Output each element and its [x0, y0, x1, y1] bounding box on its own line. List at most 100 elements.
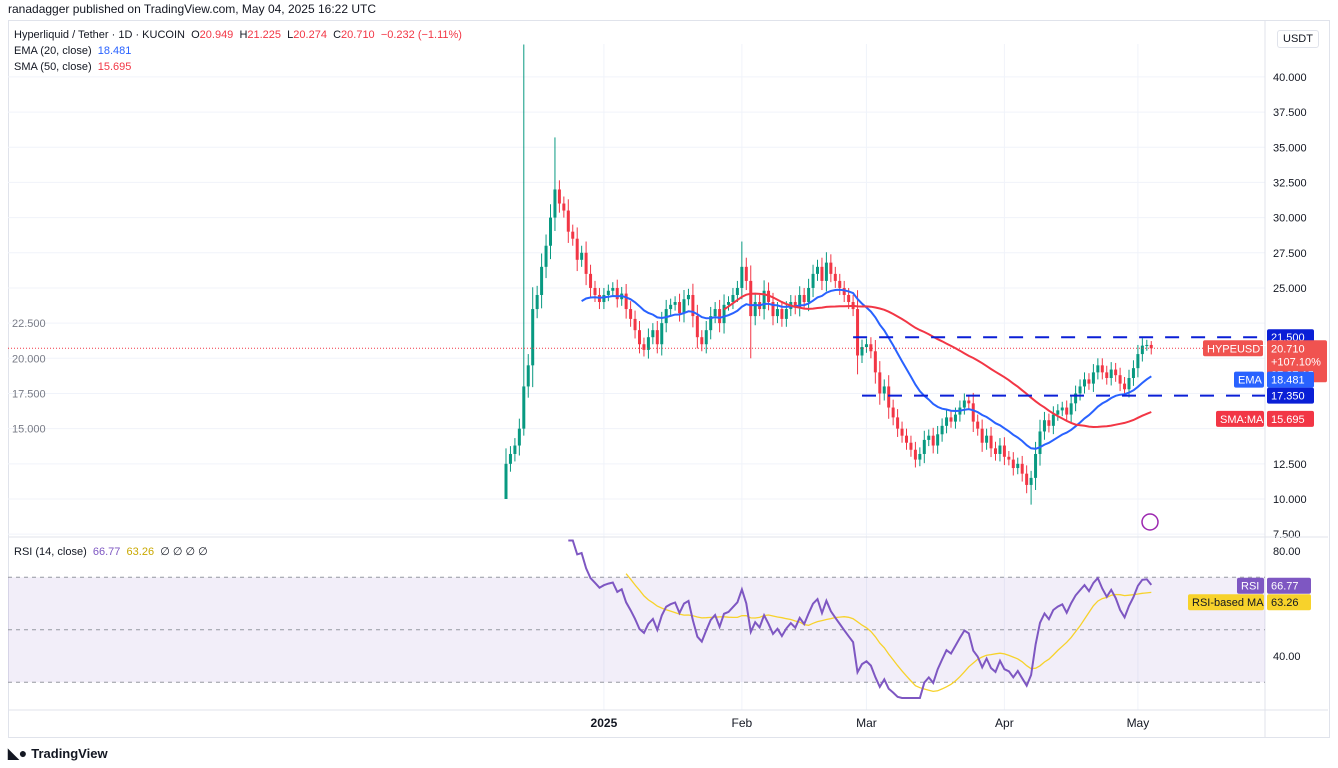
candle-body	[940, 425, 944, 435]
support-tag: 17.350	[1267, 387, 1314, 404]
candle-body	[882, 386, 886, 394]
candle-body	[638, 330, 641, 345]
brand-name: TradingView	[31, 746, 108, 761]
candle-body	[824, 262, 828, 281]
candle-body	[535, 294, 539, 310]
time-tick-label: Mar	[856, 716, 877, 730]
candle-body	[526, 365, 530, 387]
last-price-line-1: +107.10%	[1271, 356, 1321, 368]
candle-body	[695, 316, 699, 338]
ema-price-tag-bg	[1267, 371, 1314, 388]
candle-body	[762, 290, 766, 310]
price-tick-label: 10.000	[1273, 494, 1307, 506]
candle-body	[522, 386, 526, 429]
candle-body	[784, 309, 788, 319]
price-tick-label: 17.500	[12, 388, 46, 400]
candle-body	[887, 386, 891, 408]
candle-body	[1029, 477, 1033, 485]
ema-label: EMA (20, close)	[14, 45, 92, 57]
candle-body	[1123, 383, 1127, 390]
candle-body	[651, 330, 655, 338]
candle-body	[1096, 365, 1100, 373]
candle-body	[727, 302, 730, 305]
candle-body	[571, 231, 575, 239]
candle-body	[1011, 459, 1015, 469]
candle-body	[718, 309, 722, 324]
candle-body	[1145, 344, 1149, 346]
open-label: O	[191, 29, 200, 41]
price-tick-label: 27.500	[1273, 248, 1307, 260]
tradingview-logo[interactable]: ◣● TradingView	[8, 745, 108, 762]
candle-body	[1069, 403, 1073, 415]
rsi-ma-name-tag: RSI-based MA	[1188, 594, 1264, 611]
symbol-tag: HYPEUSDT	[1203, 340, 1267, 357]
sma-label: SMA (50, close)	[14, 61, 92, 73]
candle-body	[709, 316, 713, 331]
candle-body	[713, 309, 717, 317]
rsi-name-tag-bg	[1237, 577, 1264, 594]
candle-body	[945, 417, 949, 426]
symbol-title: Hyperliquid / Tether · 1D · KUCOIN	[14, 29, 185, 41]
candle-body	[589, 273, 593, 288]
ema-price-tag-text: 18.481	[1271, 375, 1305, 387]
candle-body	[1131, 368, 1135, 378]
candle-body	[646, 337, 650, 350]
ema-legend[interactable]: EMA (20, close) 18.481	[14, 45, 131, 57]
candle-body	[1100, 365, 1104, 373]
candle-body	[900, 428, 904, 436]
candle-body	[1078, 386, 1082, 394]
high-label: H	[239, 29, 248, 41]
candle-body	[566, 210, 570, 232]
rsi-label: RSI (14, close)	[14, 546, 87, 558]
candle-body	[513, 445, 517, 454]
time-tick-label: May	[1127, 716, 1150, 730]
candle-body	[633, 318, 637, 331]
rsi-ma-name-tag-bg	[1188, 594, 1264, 611]
candle-body	[980, 428, 984, 443]
sma-price-tag-text: 15.695	[1271, 414, 1305, 426]
candle-body	[807, 287, 811, 303]
candle-body	[562, 203, 566, 211]
candle-body	[1065, 407, 1069, 415]
candle-body	[802, 294, 806, 303]
candle-body	[1105, 372, 1109, 378]
candle-body	[878, 372, 882, 394]
candle-body	[771, 302, 775, 317]
candle-body	[1127, 377, 1131, 390]
symbol-legend: Hyperliquid / Tether · 1D · KUCOIN O20.9…	[14, 29, 462, 41]
rsi-legend[interactable]: RSI (14, close) 66.77 63.26 ∅ ∅ ∅ ∅	[14, 545, 208, 558]
candle-body	[869, 344, 873, 352]
price-tick-label: 30.000	[1273, 213, 1307, 225]
sma-price-tag: 15.695	[1267, 410, 1314, 427]
candle-body	[642, 344, 646, 350]
candle-body	[873, 351, 877, 373]
ema-line	[581, 288, 1152, 450]
candle-body	[856, 309, 860, 356]
candle-body	[891, 407, 895, 418]
candle-body	[1016, 463, 1020, 469]
candle-body	[905, 435, 908, 443]
candle-body	[918, 453, 922, 460]
price-tick-label: 35.000	[1273, 142, 1307, 154]
candle-body	[557, 189, 561, 204]
rsi-ma-name-tag-text: RSI-based MA	[1192, 597, 1264, 609]
rsi-ma-price-tag-bg	[1267, 594, 1311, 611]
candle-body	[517, 428, 521, 446]
candle-body	[1007, 456, 1011, 460]
candle-body	[704, 330, 708, 345]
candle-body	[927, 435, 931, 440]
rsi-ma-price-tag-text: 63.26	[1271, 597, 1299, 609]
candle-body	[949, 417, 953, 422]
rsi-tick-label: 40.00	[1273, 651, 1301, 663]
candle-body	[744, 266, 748, 281]
sma-name-tag-text: SMA:MA	[1220, 414, 1264, 426]
sma-name-tag-bg	[1216, 410, 1264, 427]
sma-legend[interactable]: SMA (50, close) 15.695	[14, 61, 131, 73]
candle-body	[1087, 379, 1091, 384]
rsi-ma-value: 63.26	[126, 546, 155, 558]
last-price-line-0: 20.710	[1271, 343, 1305, 355]
candle-body	[1038, 431, 1042, 454]
currency-button[interactable]: USDT	[1277, 30, 1319, 48]
candle-body	[896, 417, 900, 429]
